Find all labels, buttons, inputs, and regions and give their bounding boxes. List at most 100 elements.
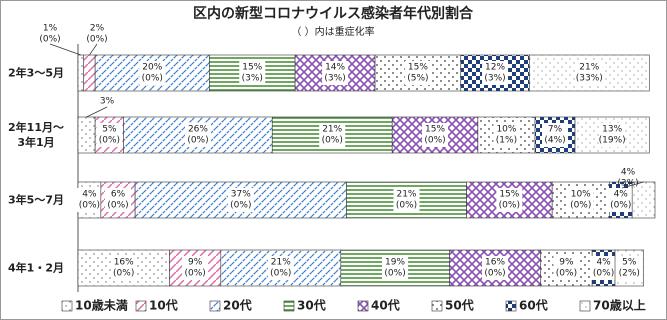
callout-line [86,106,108,118]
label-bg [590,256,617,280]
legend-swatch [357,300,369,312]
severe-label: (0%) [396,201,417,211]
legend-swatch [431,300,443,312]
severe-label: (3%) [242,74,263,84]
label-bg [184,123,211,147]
data-label: 4% [614,190,629,200]
label-bg [322,61,349,85]
label-bg [267,256,294,280]
severe-label: (0%) [187,136,208,146]
label-bg [493,123,520,147]
data-label: 15% [242,63,262,73]
y-tick-label: 2年3～5月 [8,66,64,80]
label-bg [576,61,603,85]
severe-label: (0%) [322,136,343,146]
legend-label: 10歳未満 [75,298,128,313]
severe-label: (0%) [270,269,291,279]
severe-label: (4%) [544,136,565,146]
label-bg [599,123,626,147]
y-tick-label: 4年1・2月 [8,261,64,275]
legend-swatch [209,300,221,312]
data-label: 16% [485,258,505,268]
data-label: 10% [571,190,591,200]
data-label: 14% [325,63,345,73]
legend-swatch [579,300,591,312]
data-label: 4% [82,190,97,200]
label-bg [76,188,103,212]
severe-label: (0%) [499,201,520,211]
data-label: 15% [408,63,428,73]
data-label: 4% [621,168,636,178]
severe-label: (0%) [230,201,251,211]
bar-segment [77,116,96,154]
data-label: 3% [100,97,115,107]
severe-label: (0%) [610,201,631,211]
data-label: 21% [579,63,599,73]
severe-label: (0%) [484,269,505,279]
severe-label: (1%) [496,136,517,146]
bar-segment [83,54,96,92]
label-bg [553,256,580,280]
legend-label: 60代 [519,298,548,313]
data-label: 21% [322,125,342,135]
label-bg [404,61,431,85]
label-bg [607,188,634,212]
legend-swatch [283,300,295,312]
severe-label: (0%) [142,74,163,84]
severe-label: (5%) [407,74,428,84]
bar-segment [77,54,85,92]
severe-label: (0%) [570,201,591,211]
data-label: 7% [548,125,563,135]
severe-label: (2%) [619,269,640,279]
data-label: 6% [111,190,126,200]
severe-label: (0%) [113,269,134,279]
label-bg [104,188,131,212]
label-bg [482,256,509,280]
data-label: 15% [499,190,519,200]
label-bg [482,61,509,85]
legend-label: 50代 [445,298,474,313]
data-label: 12% [485,63,505,73]
label-bg [319,123,346,147]
legend-swatch [61,300,73,312]
data-label: 9% [559,258,574,268]
severe-label: (0%) [107,201,128,211]
legend-label: 40代 [371,298,400,313]
label-bg [422,123,449,147]
data-label: 16% [114,258,134,268]
label-bg [542,123,569,147]
data-label: 1% [43,24,58,34]
legend-swatch [505,300,517,312]
label-bg [239,61,266,85]
data-label: 13% [602,125,622,135]
label-bg [393,188,420,212]
chart-subtitle: （ ）内は重症化率 [291,25,374,38]
severe-label: (3%) [484,74,505,84]
chart-title: 区内の新型コロナウイルス感染者年代別割合 [193,5,474,22]
callout-line [89,43,98,56]
data-label: 21% [271,258,291,268]
severe-label: (0%) [424,136,445,146]
callout-line [621,181,644,189]
data-label: 37% [231,190,251,200]
label-bg [616,256,643,280]
label-bg [227,188,254,212]
data-label: 19% [385,258,405,268]
data-label: 9% [188,258,203,268]
data-label: 4% [596,258,611,268]
data-label: 5% [622,258,637,268]
data-label: 5% [102,125,117,135]
data-label: 15% [425,125,445,135]
legend-label: 20代 [223,298,252,313]
severe-label: (0%) [79,201,100,211]
label-bg [182,256,209,280]
data-label: 20% [142,63,162,73]
label-bg [96,123,123,147]
data-label: 2% [90,24,105,34]
legend-label: 30代 [297,298,326,313]
severe-label: (3%) [617,179,638,189]
severe-label: (0%) [39,35,60,45]
severe-label: (3%) [324,74,345,84]
severe-label: (0%) [384,269,405,279]
legend-label: 70歳以上 [593,298,646,313]
